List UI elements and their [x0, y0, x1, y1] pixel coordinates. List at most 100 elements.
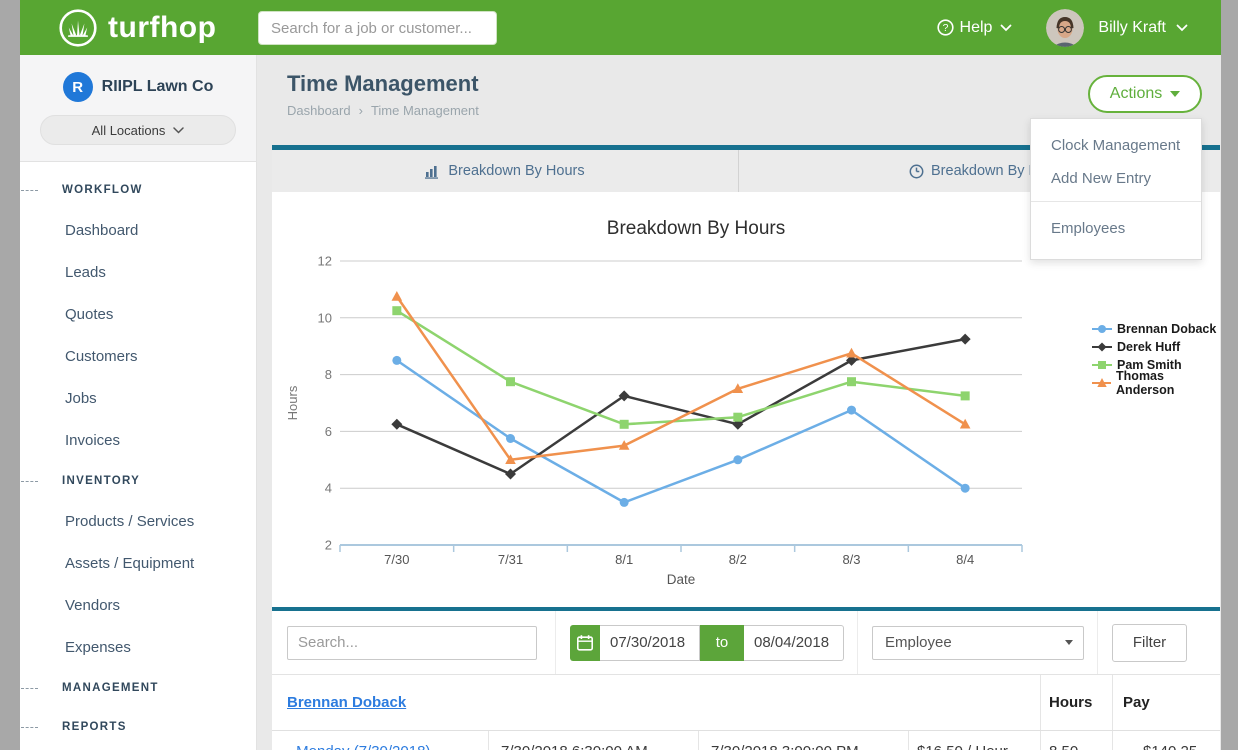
company-badge: R [62, 72, 93, 102]
date-to-label: to [700, 624, 744, 661]
svg-text:8: 8 [325, 367, 332, 382]
actions-caret-down-icon [1170, 91, 1181, 97]
date-to-input[interactable] [744, 624, 844, 661]
svg-text:8/3: 8/3 [842, 552, 860, 567]
calendar-icon[interactable] [570, 624, 600, 661]
breadcrumb-current: Time Management [370, 103, 479, 118]
sidebar-item-quotes[interactable]: Quotes [65, 305, 114, 323]
svg-text:10: 10 [318, 310, 332, 325]
menu-item-clock-management[interactable]: Clock Management [1051, 137, 1181, 154]
date-from-input[interactable] [600, 624, 700, 661]
employee-select[interactable]: Employee [872, 625, 1084, 660]
table-header-row: Brennan Doback Hours Pay [272, 675, 1220, 731]
sidebar-section-workflow[interactable]: WORKFLOW [20, 170, 256, 209]
clock-in-cell: 7/30/2018 6:30:00 AM [488, 731, 698, 750]
legend-item[interactable]: Derek Huff [1092, 338, 1220, 356]
clock-out-cell: 7/30/2018 3:00:00 PM [698, 731, 908, 750]
legend-item[interactable]: Brennan Doback [1092, 320, 1220, 338]
pay-cell: $140.25 [1112, 731, 1202, 750]
filter-bar: to Employee Filter [272, 611, 1220, 675]
legend-item[interactable]: Thomas Anderson [1092, 369, 1220, 397]
user-avatar[interactable] [1046, 8, 1085, 47]
sidebar-section-reports[interactable]: REPORTS [20, 707, 256, 746]
left-edge-strip [0, 0, 20, 750]
breadcrumb-dashboard[interactable]: Dashboard [287, 103, 351, 118]
sidebar-section-inventory[interactable]: INVENTORY [20, 461, 256, 500]
legend-item[interactable]: Pam Smith [1092, 356, 1220, 374]
sidebar-item-leads[interactable]: Leads [65, 263, 106, 281]
top-header: turfhop ? Help [20, 0, 1221, 55]
clock-icon [909, 164, 924, 178]
chart-legend: Brennan Doback Derek Huff Pam Smith Thomas … [1092, 320, 1220, 397]
section-dashes-icon [21, 480, 38, 482]
svg-text:8/2: 8/2 [729, 552, 747, 567]
page-title: Time Management [287, 71, 479, 96]
help-chevron-down-icon[interactable] [1000, 24, 1012, 32]
help-icon[interactable]: ? [936, 19, 954, 36]
column-header-pay: Pay [1112, 675, 1202, 730]
section-dashes-icon [21, 726, 38, 728]
location-selector-label: All Locations [91, 122, 166, 138]
svg-text:8/4: 8/4 [956, 552, 974, 567]
day-link[interactable]: - Monday (7/30/2018) [287, 743, 430, 750]
breadcrumb-separator-icon: › [358, 103, 363, 118]
brand-logo[interactable]: turfhop [58, 8, 216, 48]
section-dashes-icon [21, 687, 38, 689]
sidebar-section-management[interactable]: MANAGEMENT [20, 668, 256, 707]
sidebar-nav: WORKFLOW Dashboard Leads Quotes Customer… [20, 162, 256, 746]
svg-text:8/1: 8/1 [615, 552, 633, 567]
sidebar-item-invoices[interactable]: Invoices [65, 431, 121, 449]
rate-cell: $16.50 / Hour [908, 731, 1040, 750]
svg-text:12: 12 [318, 254, 332, 269]
help-label[interactable]: Help [959, 18, 993, 36]
company-block: R RIIPL Lawn Co All Locations [20, 55, 256, 162]
svg-text:2: 2 [325, 538, 332, 553]
tab-breakdown-by-hours[interactable]: Breakdown By Hours [272, 150, 738, 192]
hours-cell: 8.50 [1040, 731, 1112, 750]
main-content: Time Management Dashboard › Time Managem… [257, 55, 1221, 750]
time-entries-panel: to Employee Filter Brenn [272, 607, 1220, 750]
user-chevron-down-icon[interactable] [1176, 24, 1188, 32]
bar-chart-icon [425, 165, 439, 179]
sidebar-item-customers[interactable]: Customers [65, 347, 138, 365]
hours-chart-panel: 12 10 8 6 4 2 7/30 7/31 8/1 8/2 8/3 8/4 Date Hours Bre… [272, 192, 1220, 607]
menu-item-add-new-entry[interactable]: Add New Entry [1051, 170, 1152, 187]
select-caret-down-icon [1065, 640, 1073, 645]
date-range-picker: to [570, 624, 844, 661]
tab-breakdown-by-pay[interactable]: Breakdown By Pay [738, 150, 1220, 192]
header-right: ? Help [936, 0, 1188, 55]
svg-text:Breakdown By Hours: Breakdown By Hours [607, 218, 785, 239]
entries-search-input[interactable] [287, 625, 537, 660]
actions-dropdown-menu: Clock Management Add New Entry Employees [1030, 118, 1202, 260]
employee-group-link[interactable]: Brennan Doback [287, 693, 407, 711]
sidebar-item-dashboard[interactable]: Dashboard [65, 221, 139, 239]
menu-item-employees[interactable]: Employees [1051, 220, 1126, 237]
menu-divider [1031, 201, 1201, 202]
svg-text:6: 6 [325, 424, 332, 439]
global-search-input[interactable] [258, 11, 497, 45]
table-row: - Monday (7/30/2018) 7/30/2018 6:30:00 A… [272, 731, 1220, 750]
svg-text:?: ? [942, 22, 948, 34]
actions-button[interactable]: Actions [1088, 75, 1202, 113]
svg-text:Hours: Hours [285, 385, 300, 420]
company-name: RIIPL Lawn Co [101, 78, 214, 95]
user-name[interactable]: Billy Kraft [1098, 18, 1166, 36]
sidebar-item-assets-equipment[interactable]: Assets / Equipment [65, 554, 195, 572]
sidebar-item-jobs[interactable]: Jobs [65, 389, 97, 407]
hours-chart: 12 10 8 6 4 2 7/30 7/31 8/1 8/2 8/3 8/4 Date Hours Bre… [285, 218, 1023, 587]
filter-button[interactable]: Filter [1112, 623, 1187, 662]
location-chevron-down-icon [173, 126, 185, 134]
turfhop-grass-icon [59, 8, 97, 47]
brand-name: turfhop [108, 10, 217, 44]
sidebar-item-expenses[interactable]: Expenses [65, 638, 131, 656]
column-header-hours: Hours [1040, 675, 1112, 730]
svg-text:7/30: 7/30 [384, 552, 409, 567]
svg-text:7/31: 7/31 [498, 552, 523, 567]
svg-text:4: 4 [325, 481, 332, 496]
sidebar-item-vendors[interactable]: Vendors [65, 596, 121, 614]
scrollbar[interactable] [1221, 0, 1238, 750]
sidebar-item-products-services[interactable]: Products / Services [65, 512, 195, 530]
svg-text:Date: Date [667, 572, 696, 587]
location-selector[interactable]: All Locations [40, 115, 236, 145]
